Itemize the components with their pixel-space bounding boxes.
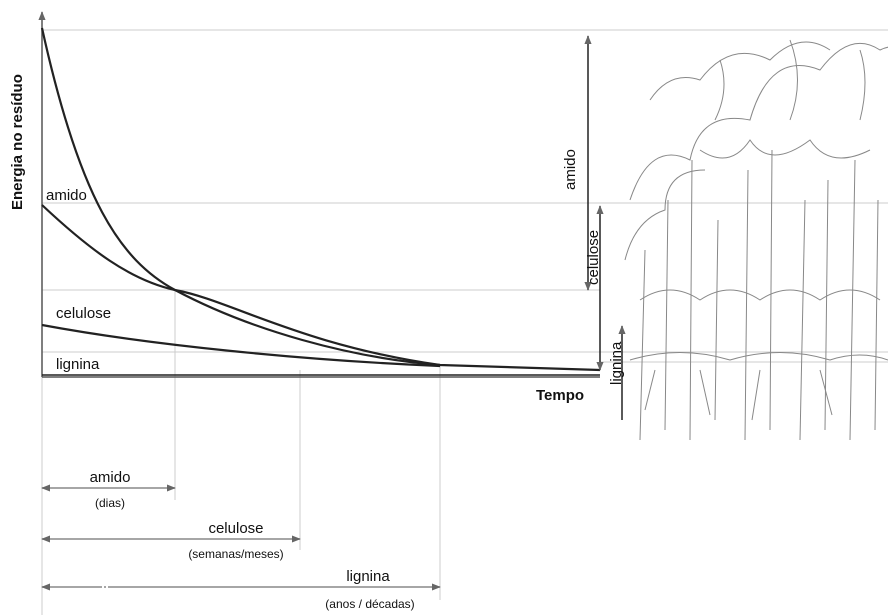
duration-label: lignina xyxy=(346,568,390,585)
grid xyxy=(41,29,888,615)
y-axis-label: Energia no resíduo xyxy=(9,74,26,210)
duration-period: (semanas/meses) xyxy=(188,547,283,561)
curve-label: lignina xyxy=(56,356,100,373)
side-arrows xyxy=(584,35,626,420)
side-label: lignina xyxy=(608,341,625,385)
duration-period: (anos / décadas) xyxy=(325,597,414,611)
curve-label: amido xyxy=(46,187,87,204)
x-axis-label: Tempo xyxy=(536,387,584,404)
curves xyxy=(40,27,601,376)
duration-arrows xyxy=(41,484,441,591)
axes xyxy=(38,11,600,378)
duration-label: amido xyxy=(90,469,131,486)
duration-period: (dias) xyxy=(95,496,125,510)
curve-label: celulose xyxy=(56,305,111,322)
side-label: amido xyxy=(562,149,579,190)
duration-label: celulose xyxy=(208,520,263,537)
side-label: celulose xyxy=(585,230,602,285)
forest-illustration xyxy=(624,39,888,441)
